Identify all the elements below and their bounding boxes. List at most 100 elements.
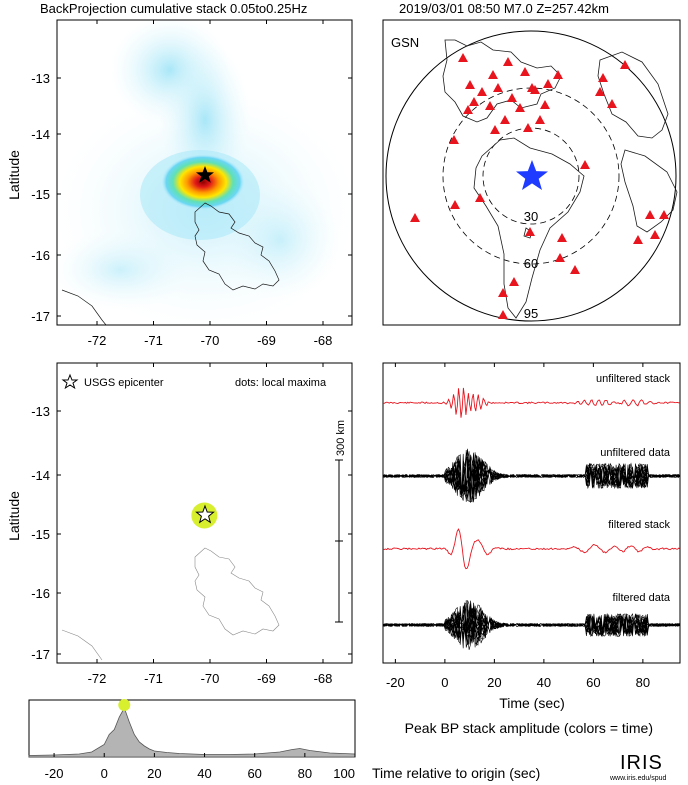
amplitude-xlabel: Time relative to origin (sec) bbox=[372, 765, 540, 781]
triangle-icon bbox=[523, 123, 533, 132]
triangle-icon bbox=[555, 253, 565, 262]
lon-tick-label: -72 bbox=[88, 333, 107, 348]
lon-tick-label: -71 bbox=[144, 671, 163, 686]
legend-epicenter: USGS epicenter bbox=[84, 377, 164, 389]
lon-tick-label: -69 bbox=[257, 671, 276, 686]
globe-outline bbox=[385, 30, 677, 322]
triangle-icon bbox=[465, 80, 475, 89]
ring-label-95: 95 bbox=[524, 306, 538, 321]
top-map-panel: -72 -71 -70 -69 -68 -13 -14 -15 -16 -17 Latitude bbox=[6, 19, 353, 348]
triangle-icon bbox=[659, 210, 669, 219]
triangle-icon bbox=[490, 125, 500, 134]
triangle-icon bbox=[493, 83, 503, 92]
ring-30 bbox=[482, 127, 580, 225]
triangle-icon bbox=[488, 70, 498, 79]
label-unfiltered-data: unfiltered data bbox=[600, 447, 671, 459]
triangle-icon bbox=[598, 73, 608, 82]
triangle-icon bbox=[650, 230, 660, 239]
triangle-icon bbox=[410, 213, 420, 222]
lat-tick-label: -16 bbox=[31, 248, 50, 263]
map-title: BackProjection cumulative stack 0.05to0.… bbox=[40, 1, 307, 16]
lat-tick-label: -17 bbox=[31, 647, 50, 662]
epicenter-star-icon bbox=[516, 160, 548, 190]
triangle-icon bbox=[458, 53, 468, 62]
label-unfiltered-stack: unfiltered stack bbox=[596, 373, 670, 385]
amp-tick-label: 40 bbox=[197, 766, 211, 781]
time-tick-label: 0 bbox=[441, 675, 448, 690]
amp-tick-label: 0 bbox=[101, 766, 108, 781]
unfiltered-stack-trace bbox=[383, 387, 680, 418]
amp-tick-label: -20 bbox=[45, 766, 64, 781]
filtered-stack-trace bbox=[383, 528, 680, 570]
ring-label-30: 30 bbox=[524, 209, 538, 224]
triangle-icon bbox=[580, 160, 590, 169]
triangle-icon bbox=[520, 67, 530, 76]
iris-logo: IRIS www.iris.edu/spud bbox=[609, 752, 667, 782]
event-title: 2019/03/01 08:50 M7.0 Z=257.42km bbox=[399, 1, 609, 16]
amplitude-axes: -20 0 20 40 60 80 100 bbox=[45, 753, 356, 781]
top-map-ylabel: Latitude bbox=[6, 150, 22, 200]
traces-panel: unfiltered stack unfiltered data filtere… bbox=[382, 362, 681, 711]
maxima-map-ylabel: Latitude bbox=[6, 491, 22, 541]
amp-tick-label: 20 bbox=[147, 766, 161, 781]
triangle-icon bbox=[498, 288, 508, 297]
scale-bar bbox=[335, 459, 343, 623]
station-globe-panel: GSN 30 60 95 bbox=[382, 19, 681, 326]
lon-tick-label: -68 bbox=[314, 671, 333, 686]
top-map-axes: -72 -71 -70 -69 -68 -13 -14 -15 -16 -17 bbox=[31, 20, 352, 348]
triangle-icon bbox=[485, 101, 495, 110]
ring-label-60: 60 bbox=[524, 256, 538, 271]
traces-xlabel: Time (sec) bbox=[499, 695, 565, 711]
triangle-icon bbox=[543, 79, 553, 88]
scale-label: 300 km bbox=[335, 420, 347, 456]
triangle-icon bbox=[475, 193, 485, 202]
lon-tick-label: -71 bbox=[144, 333, 163, 348]
amplitude-peak-marker bbox=[118, 699, 131, 711]
traces-axes: -20 0 20 40 60 80 bbox=[386, 363, 650, 690]
triangle-icon bbox=[469, 97, 479, 106]
continent-outlines bbox=[442, 39, 678, 319]
globe-label: GSN bbox=[391, 35, 419, 50]
maxima-map-axes: -72 -71 -70 -69 -68 -13 -14 -15 -16 -17 bbox=[31, 363, 352, 686]
label-filtered-stack: filtered stack bbox=[608, 519, 670, 531]
triangle-icon bbox=[645, 210, 655, 219]
triangle-icon bbox=[515, 103, 525, 112]
lat-tick-label: -14 bbox=[31, 127, 50, 142]
triangle-icon bbox=[450, 200, 460, 209]
triangle-icon bbox=[553, 70, 563, 79]
triangle-icon bbox=[540, 100, 550, 109]
lat-tick-label: -14 bbox=[31, 468, 50, 483]
time-tick-label: 80 bbox=[636, 675, 650, 690]
iris-logo-text: IRIS bbox=[620, 752, 663, 774]
amp-tick-label: 60 bbox=[247, 766, 261, 781]
triangle-icon bbox=[620, 60, 630, 69]
triangle-icon bbox=[509, 277, 519, 286]
filtered-data-traces bbox=[383, 600, 680, 650]
lat-tick-label: -15 bbox=[31, 187, 50, 202]
time-tick-label: 20 bbox=[487, 675, 501, 690]
lat-tick-label: -13 bbox=[31, 71, 50, 86]
lon-tick-label: -68 bbox=[314, 333, 333, 348]
star-icon bbox=[196, 166, 214, 183]
time-tick-label: -20 bbox=[386, 675, 405, 690]
lat-tick-label: -16 bbox=[31, 586, 50, 601]
unfiltered-data-traces bbox=[383, 448, 680, 503]
amp-tick-label: 100 bbox=[333, 766, 355, 781]
amp-tick-label: 80 bbox=[298, 766, 312, 781]
iris-logo-url: www.iris.edu/spud bbox=[609, 775, 667, 782]
triangle-icon bbox=[525, 227, 535, 236]
time-tick-label: 60 bbox=[586, 675, 600, 690]
triangle-icon bbox=[498, 310, 508, 319]
lat-tick-label: -15 bbox=[31, 527, 50, 542]
lon-tick-label: -72 bbox=[88, 671, 107, 686]
triangle-icon bbox=[595, 87, 605, 96]
triangle-icon bbox=[507, 93, 517, 102]
label-filtered-data: filtered data bbox=[613, 592, 671, 604]
triangle-icon bbox=[477, 87, 487, 96]
triangle-icon bbox=[503, 57, 513, 66]
triangle-icon bbox=[500, 115, 510, 124]
epicenter-star-outline-icon bbox=[195, 504, 215, 524]
bp-heatmap bbox=[57, 20, 352, 325]
triangle-icon bbox=[557, 233, 567, 242]
